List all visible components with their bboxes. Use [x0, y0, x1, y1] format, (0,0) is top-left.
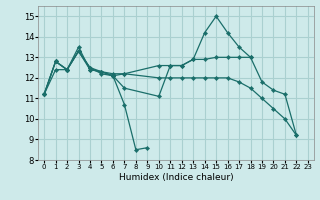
X-axis label: Humidex (Indice chaleur): Humidex (Indice chaleur)	[119, 173, 233, 182]
